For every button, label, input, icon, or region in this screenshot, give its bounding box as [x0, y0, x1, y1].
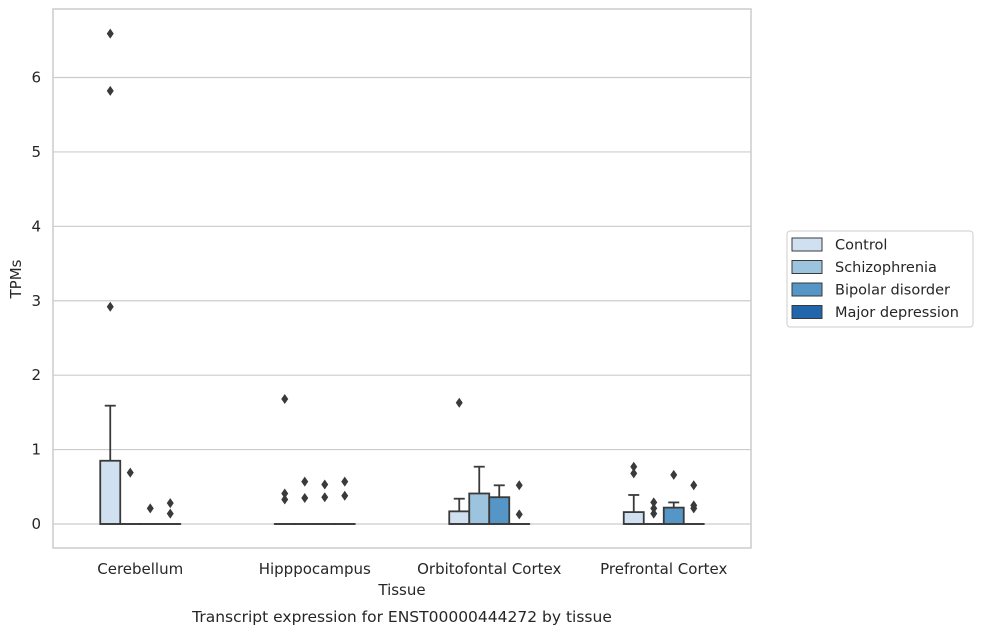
legend-label: Bipolar disorder: [835, 283, 950, 299]
y-tick-labels: 0 1 2 3 4 5 6: [31, 69, 41, 534]
outlier-point: [321, 480, 328, 490]
x-tick-label: Orbitofontal Cortex: [417, 560, 561, 578]
box: [449, 511, 469, 524]
legend-label: Control: [835, 238, 887, 254]
y-tick-label: 5: [31, 143, 41, 161]
y-tick-label: 1: [31, 441, 41, 459]
x-tick-label: Hipppocampus: [259, 560, 371, 578]
box: [664, 508, 684, 524]
x-tick-label: Cerebellum: [97, 560, 183, 578]
y-tick-label: 4: [31, 217, 41, 235]
outlier-point: [301, 477, 308, 487]
y-tick-label: 0: [31, 515, 41, 533]
legend-label: Major depression: [835, 305, 959, 321]
outlier-point: [147, 503, 154, 513]
outlier-point: [516, 509, 523, 519]
outlier-point: [281, 394, 288, 404]
legend-swatch: [792, 261, 822, 274]
outlier-point: [281, 488, 288, 498]
y-tick-label: 2: [31, 366, 41, 384]
y-axis-label: TPMs: [7, 259, 25, 299]
box: [100, 461, 120, 524]
outlier-point: [107, 29, 114, 39]
outlier-point: [107, 302, 114, 312]
x-axis-label: Tissue: [377, 581, 425, 599]
y-tick-label: 3: [31, 292, 41, 310]
x-tick-labels: Cerebellum Hipppocampus Orbitofontal Corte…: [97, 560, 727, 578]
legend-swatch: [792, 283, 822, 296]
outlier-point: [630, 462, 637, 472]
outlier-point: [167, 509, 174, 519]
outlier-point: [127, 468, 134, 478]
outlier-point: [301, 493, 308, 503]
outlier-point: [456, 398, 463, 408]
outlier-point: [670, 470, 677, 480]
chart-title: Transcript expression for ENST0000044427…: [191, 608, 612, 626]
plot-frame: [53, 9, 751, 548]
outlier-point: [167, 498, 174, 508]
box: [489, 497, 509, 524]
box: [624, 512, 644, 524]
legend: Control Schizophrenia Bipolar disorder Majo…: [787, 231, 973, 327]
outlier-point: [341, 477, 348, 487]
grid-lines: [53, 78, 751, 525]
box: [469, 493, 489, 524]
legend-swatch: [792, 238, 822, 251]
outlier-point: [321, 492, 328, 502]
x-tick-label: Prefrontal Cortex: [600, 560, 727, 578]
y-tick-label: 6: [31, 69, 41, 87]
outlier-point: [341, 491, 348, 501]
outlier-point: [650, 497, 657, 507]
outlier-point: [516, 480, 523, 490]
outlier-point: [690, 480, 697, 490]
legend-label: Schizophrenia: [835, 260, 937, 276]
legend-swatch: [792, 306, 822, 319]
outlier-point: [107, 86, 114, 96]
